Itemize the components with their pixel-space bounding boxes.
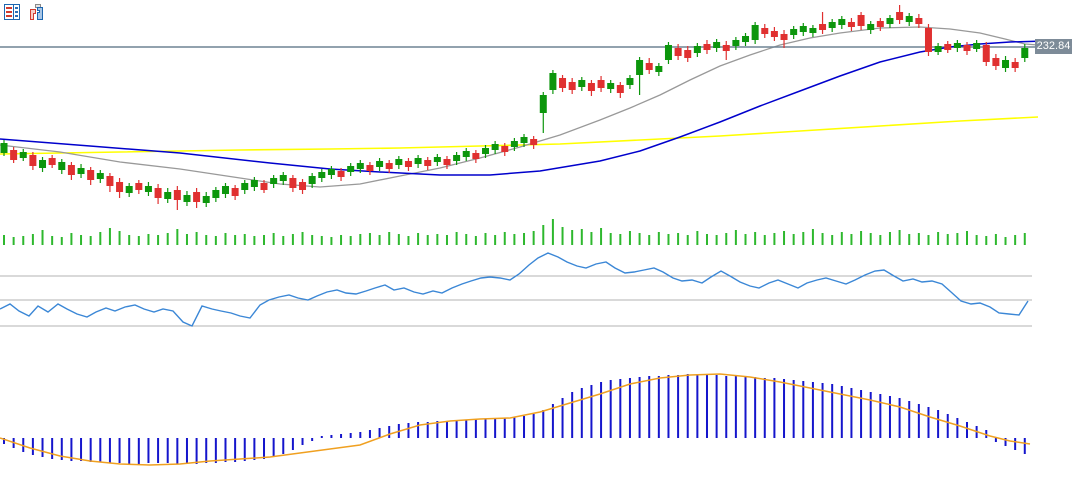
quote-list-icon — [4, 3, 22, 21]
last-price-label: 232.84 — [1035, 39, 1072, 54]
quote-list-icon-button[interactable] — [4, 3, 22, 21]
toolbar — [4, 3, 47, 21]
chart-layout-icon — [29, 3, 47, 21]
candles-layer — [0, 5, 1029, 210]
chart-layout-icon-button[interactable] — [29, 3, 47, 21]
volume-panel — [3, 219, 1026, 245]
macd-panel — [0, 373, 1031, 466]
oscillator-panel — [0, 252, 1032, 327]
price-panel — [0, 26, 1072, 188]
